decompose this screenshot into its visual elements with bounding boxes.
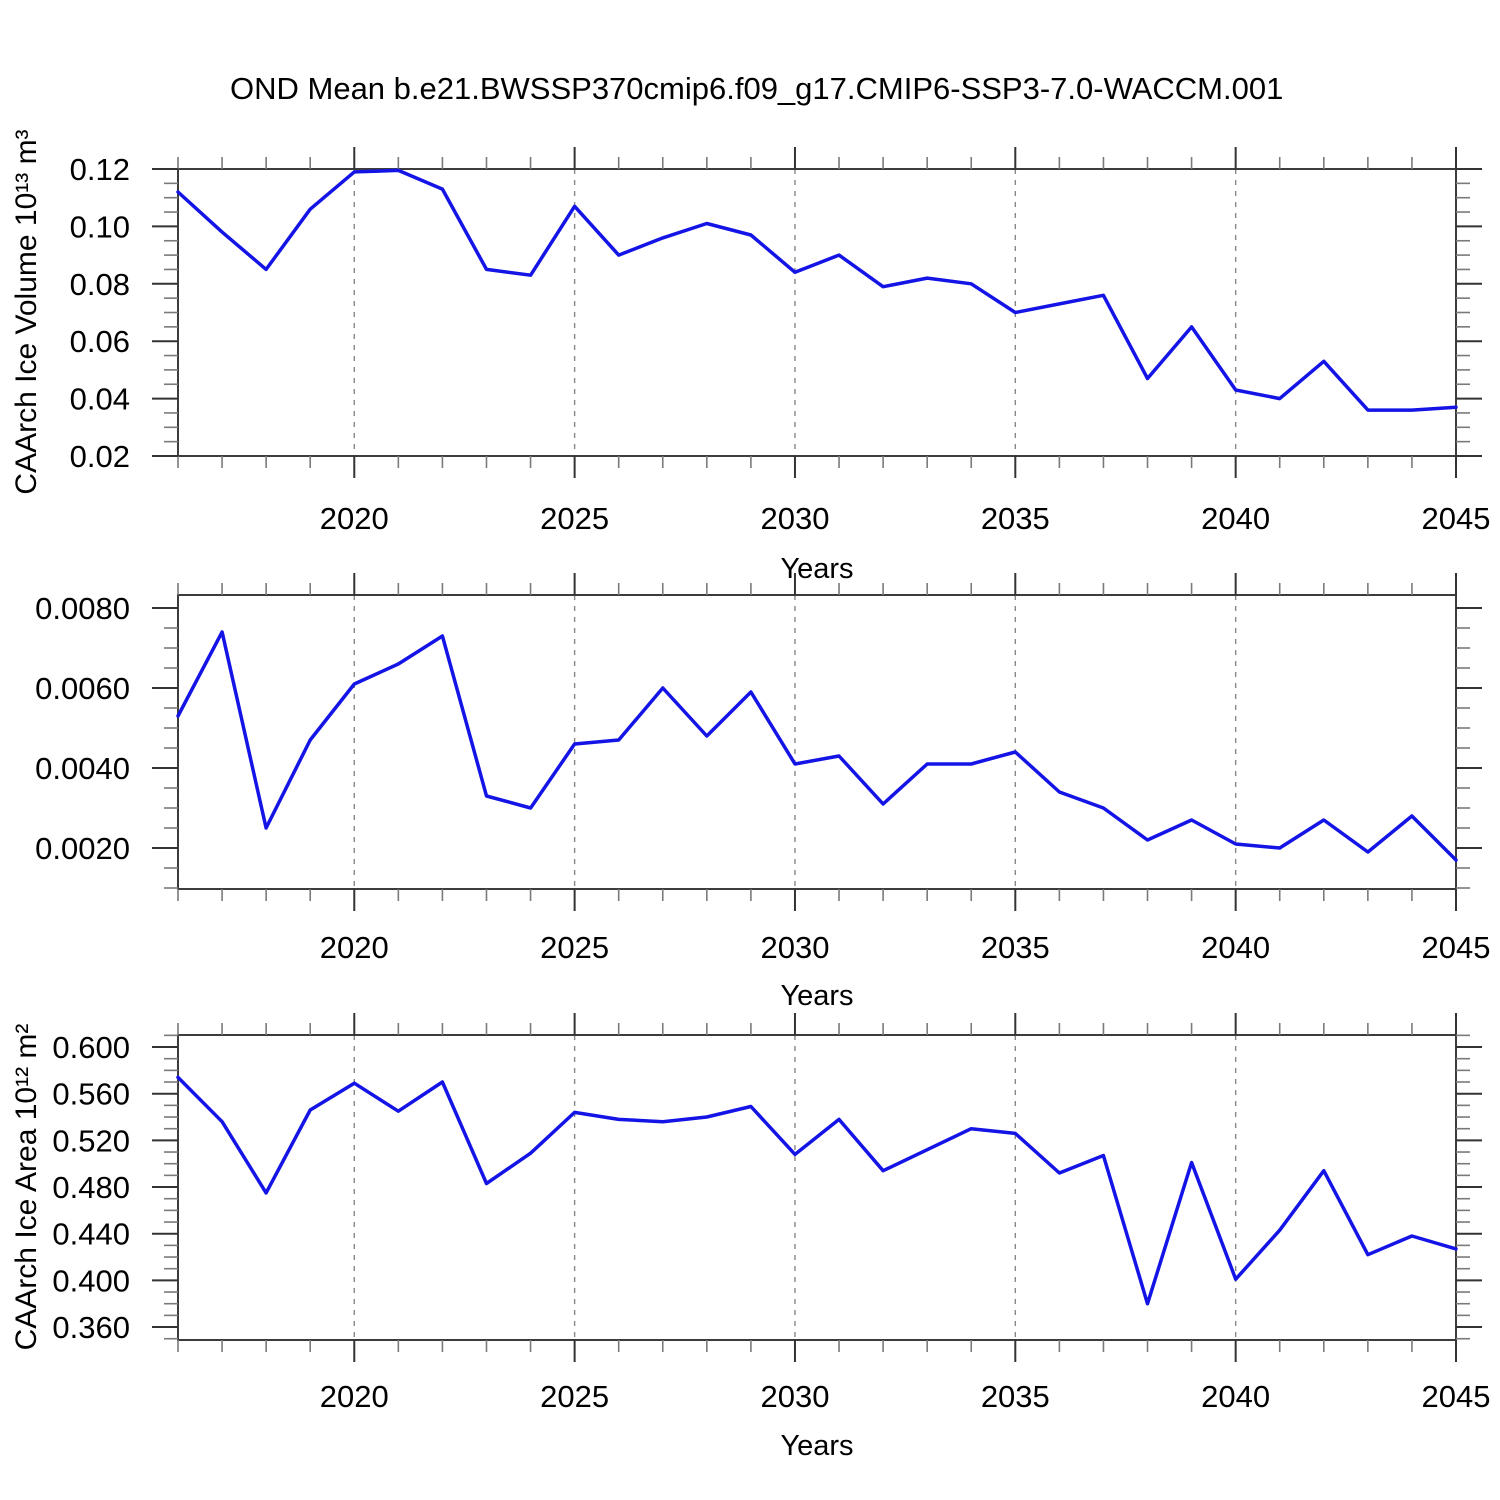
chart-ice-area: 0.360 0.400 0.440 0.480 0.520 0.560 0.600 2020 2… (52, 1013, 1490, 1414)
y-tick-label: 0.0020 (35, 831, 130, 866)
snow-volume-data-line (176, 630, 1458, 862)
x-tick-label: 2025 (540, 1379, 609, 1414)
y-axis-title-ice-volume: CAArch Ice Volume 10¹³ m³ (10, 129, 43, 494)
y-tick-label: 0.10 (70, 209, 130, 244)
x-tick-label: 2020 (320, 501, 389, 536)
figure-title: OND Mean b.e21.BWSSP370cmip6.f09_g17.CMI… (230, 71, 1283, 106)
y-tick-label: 0.600 (52, 1030, 130, 1065)
x-tick-label: 2040 (1201, 930, 1270, 965)
x-tick-label: 2025 (540, 501, 609, 536)
ice-volume-data-line (176, 168, 1458, 412)
chart-ice-volume: 0.02 0.04 0.06 0.08 0.10 0.12 2020 2025 2030 2035… (70, 147, 1491, 536)
x-tick-label: 2045 (1422, 930, 1491, 965)
y-tick-label: 0.360 (52, 1310, 130, 1345)
x-tick-label: 2030 (760, 1379, 829, 1414)
x-axis-title-panel3: Years (780, 1430, 853, 1462)
x-tick-label: 2040 (1201, 501, 1270, 536)
x-tick-label: 2025 (540, 930, 609, 965)
x-tick-label: 2045 (1422, 1379, 1491, 1414)
y-tick-label: 0.12 (70, 152, 130, 187)
x-axis-title-panel1: Years (780, 553, 853, 585)
y-tick-label: 0.480 (52, 1170, 130, 1205)
x-tick-label: 2045 (1422, 501, 1491, 536)
plot-frame (177, 594, 1457, 890)
x-tick-label: 2035 (981, 1379, 1050, 1414)
y-tick-label: 0.0060 (35, 671, 130, 706)
y-tick-label: 0.520 (52, 1123, 130, 1158)
y-tick-label: 0.560 (52, 1077, 130, 1112)
x-axis-title-panel2: Years (780, 980, 853, 1012)
y-tick-label: 0.0040 (35, 751, 130, 786)
panels-group: 0.02 0.04 0.06 0.08 0.10 0.12 2020 2025 2030 2035… (35, 147, 1490, 1414)
y-tick-label: 0.04 (70, 382, 130, 417)
plot-frame (177, 1034, 1457, 1341)
y-tick-label: 0.0080 (35, 591, 130, 626)
x-tick-label: 2040 (1201, 1379, 1270, 1414)
x-tick-label: 2035 (981, 501, 1050, 536)
y-tick-label: 0.02 (70, 439, 130, 474)
y-tick-label: 0.06 (70, 324, 130, 359)
x-tick-label: 2030 (760, 501, 829, 536)
y-axis-title-ice-area: CAArch Ice Area 10¹² m² (10, 1024, 43, 1351)
x-tick-label: 2035 (981, 930, 1050, 965)
y-tick-label: 0.400 (52, 1263, 130, 1298)
y-tick-label: 0.440 (52, 1217, 130, 1252)
ice-area-data-line (176, 1075, 1458, 1306)
y-axis-title-snow-volume: CAArch Snow Volume 10¹³ m³ (0, 542, 2, 942)
x-tick-label: 2030 (760, 930, 829, 965)
chart-snow-volume: 0.0020 0.0040 0.0060 0.0080 2020 2025 2030 2035… (35, 573, 1490, 965)
x-tick-label: 2020 (320, 930, 389, 965)
x-tick-label: 2020 (320, 1379, 389, 1414)
plot-frame (177, 168, 1457, 457)
y-tick-label: 0.08 (70, 267, 130, 302)
